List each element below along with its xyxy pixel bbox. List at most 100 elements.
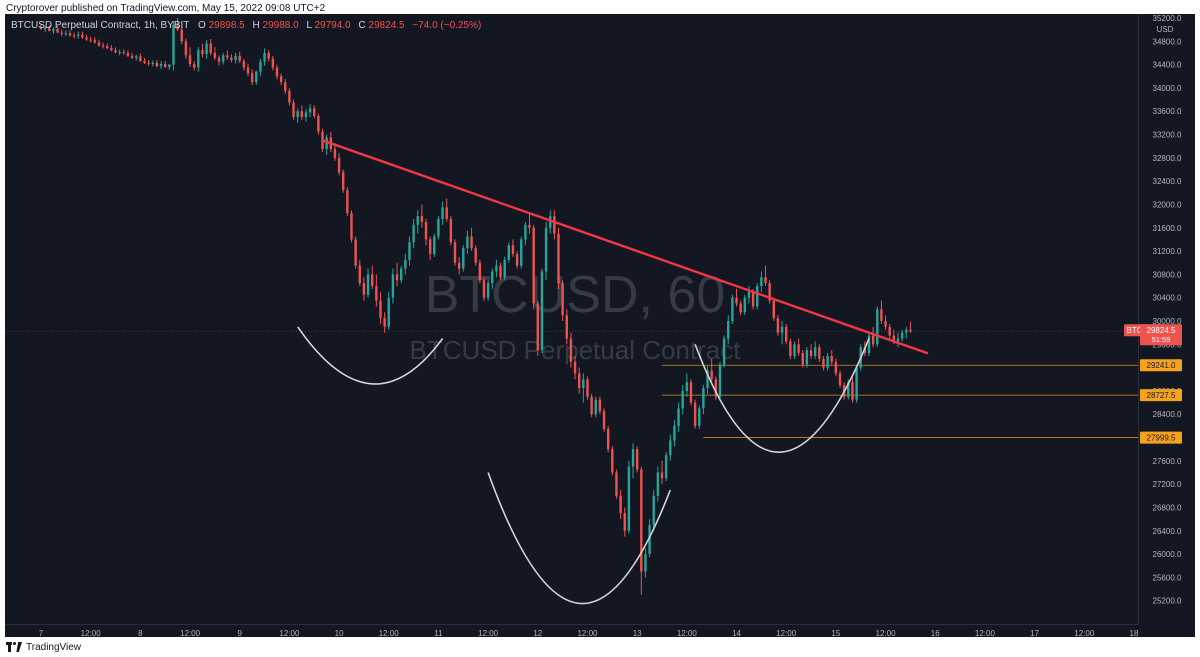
candle <box>884 315 887 330</box>
x-tick-label: 18 <box>1130 629 1139 637</box>
price-axis[interactable]: USD 35200.0 34800.0 34400.0 34000.0 33600.0 3… <box>1138 14 1183 624</box>
candle-body <box>110 48 113 51</box>
candle-body <box>172 24 175 65</box>
price-level-badge-text: 27999.5 <box>1147 434 1176 443</box>
candle-body <box>747 291 751 298</box>
candle-body <box>304 112 308 118</box>
candle-body <box>350 213 353 240</box>
candle-body <box>39 26 43 30</box>
candle <box>673 420 676 447</box>
y-tick-label: 30800.0 <box>1153 270 1182 279</box>
candle <box>619 489 622 520</box>
candle-body <box>428 239 432 254</box>
candle <box>130 52 134 60</box>
candle-body <box>242 61 246 68</box>
candle <box>371 265 374 289</box>
candle-body <box>557 233 560 284</box>
price-level-badge-text: 29241.0 <box>1147 361 1176 370</box>
candle <box>441 201 444 225</box>
candle-body <box>453 242 457 263</box>
candle <box>453 239 457 266</box>
time-axis[interactable]: 7 12:00 8 12:00 9 12:00 10 12:00 11 12:00 12 12:00 1… <box>5 624 1139 638</box>
horizontal-levels <box>5 330 1138 438</box>
candle-body <box>619 495 622 514</box>
candle <box>524 221 527 246</box>
candle <box>466 230 469 254</box>
candle-body <box>234 55 237 60</box>
candle-body <box>230 57 233 60</box>
candle-body <box>598 399 602 412</box>
y-tick-label: 34400.0 <box>1153 61 1182 70</box>
candle-body <box>631 449 635 467</box>
candle-body <box>221 55 225 62</box>
candle <box>573 355 577 380</box>
candle <box>528 213 531 234</box>
candle-body <box>122 51 125 53</box>
candle-body <box>180 29 183 42</box>
candle-body <box>56 29 59 33</box>
countdown-text: 51:59 <box>1152 335 1171 344</box>
candle-body <box>909 329 912 332</box>
candle-body <box>685 382 689 391</box>
x-tick-label: 12:00 <box>876 629 897 637</box>
candle-body <box>462 248 465 269</box>
candle-body <box>68 33 72 36</box>
candle-body <box>528 224 531 228</box>
candle-body <box>499 265 502 278</box>
candle-body <box>635 449 639 470</box>
candle <box>780 321 784 345</box>
candle <box>561 280 564 321</box>
candle <box>404 253 407 275</box>
x-tick-label: 12:00 <box>81 629 102 637</box>
candle <box>288 87 291 106</box>
candle <box>664 452 668 482</box>
candle-body <box>404 259 407 269</box>
legend-symbol-name: BTCUSD Perpetual Contract, 1h, BYBIT <box>11 20 189 31</box>
candle <box>739 300 742 316</box>
candle <box>114 47 117 54</box>
y-tick-label: 31200.0 <box>1153 247 1182 256</box>
candle <box>39 23 43 30</box>
candle <box>77 31 80 39</box>
x-tick-label: 12:00 <box>776 629 797 637</box>
candle-body <box>255 71 258 83</box>
candle-body <box>354 239 357 266</box>
chart-panel[interactable]: BTCUSD, 60 BTCUSD Perpetual Contract BTC… <box>5 14 1195 637</box>
price-level-badge-text: 28727.5 <box>1147 391 1176 400</box>
candle <box>172 20 175 71</box>
price-chart[interactable]: BTCUSD, 60 BTCUSD Perpetual Contract BTC… <box>5 14 1195 637</box>
candle <box>155 60 159 68</box>
candle-body <box>375 286 378 301</box>
price-level-badge <box>1140 359 1182 372</box>
candle-body <box>644 554 647 572</box>
x-tick-label: 11 <box>434 629 443 637</box>
candle-body <box>867 335 871 354</box>
candle <box>693 399 697 429</box>
candle <box>760 271 763 292</box>
candle <box>772 297 775 321</box>
candle-body <box>366 274 370 295</box>
candle <box>317 113 320 135</box>
candle-body <box>602 411 606 429</box>
candle <box>818 344 821 362</box>
candle <box>813 341 817 359</box>
candle-body <box>515 253 519 266</box>
candle-body <box>205 43 208 55</box>
candle-body <box>474 248 477 263</box>
candle <box>64 30 68 37</box>
y-tick-label: 30000.0 <box>1153 317 1182 326</box>
y-tick-label: 33600.0 <box>1153 107 1182 116</box>
candle <box>594 396 597 418</box>
candle <box>89 36 92 43</box>
candle-body <box>387 297 390 327</box>
candle <box>499 262 502 281</box>
candle <box>238 51 241 63</box>
candle-body <box>135 56 138 58</box>
tradingview-logo-icon <box>6 642 22 652</box>
y-tick-label: 31600.0 <box>1153 224 1182 233</box>
candle <box>540 268 544 354</box>
candle-body <box>702 388 705 409</box>
candle-body <box>164 64 167 67</box>
candle-body <box>482 280 486 298</box>
